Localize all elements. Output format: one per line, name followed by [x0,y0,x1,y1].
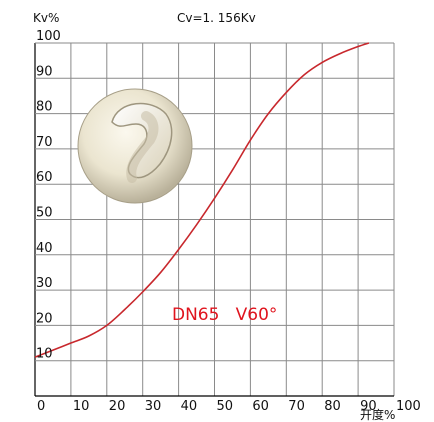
x-tick-label: 50 [217,399,234,414]
x-tick-label: 70 [288,399,305,414]
x-tick-label: 90 [360,399,377,414]
y-tick-label: 100 [36,29,61,44]
tick-labels: 0 10 20 30 40 50 60 70 80 90 100 10 20 30 40 50 60 70 80 90… [36,29,421,414]
y-tick-label: 50 [36,206,53,221]
x-tick-label: 80 [324,399,341,414]
y-tick-label: 10 [36,347,53,362]
grid [34,42,395,397]
chart-annotation: DN65 V60° [172,305,277,325]
x-tick-label: 40 [181,399,198,414]
x-tick-label: 30 [145,399,162,414]
y-axis-label: Kv% [33,11,59,25]
y-tick-label: 80 [36,100,53,115]
y-tick-label: 60 [36,170,53,185]
y-tick-label: 40 [36,241,53,256]
x-tick-label: 60 [252,399,269,414]
x-tick-label: 0 [37,399,45,414]
y-tick-label: 90 [36,64,53,79]
x-axis-label: 开度% [360,407,395,422]
x-tick-label: 20 [109,399,126,414]
y-tick-label: 70 [36,135,53,150]
x-tick-label: 100 [396,399,421,414]
x-tick-label: 10 [73,399,90,414]
y-tick-label: 30 [36,276,53,291]
chart-title: Cv=1. 156Kv [177,11,256,25]
series-line [34,42,370,358]
y-tick-label: 20 [36,311,53,326]
valve-ball-photo [77,88,193,204]
